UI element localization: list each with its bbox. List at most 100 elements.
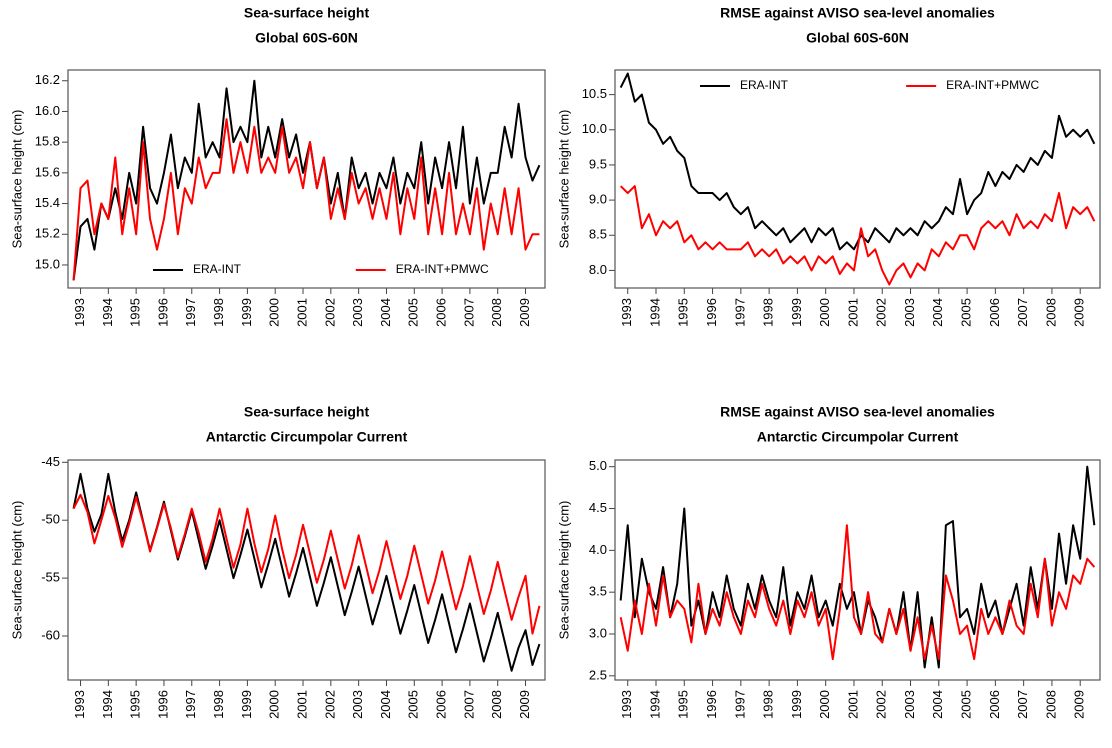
y-axis-label: Sea-surface height (cm) bbox=[9, 110, 24, 249]
x-tick-label: 2006 bbox=[987, 690, 1002, 719]
x-tick-label: 2000 bbox=[267, 690, 282, 719]
y-tick-label: 8.5 bbox=[589, 227, 607, 242]
chart-subtitle: Antarctic Circumpolar Current bbox=[757, 429, 959, 445]
x-tick-label: 1996 bbox=[704, 298, 719, 327]
x-tick-label: 1997 bbox=[183, 690, 198, 719]
x-tick-label: 2002 bbox=[874, 690, 889, 719]
legend-label: ERA-INT+PMWC bbox=[396, 262, 489, 276]
x-tick-label: 2001 bbox=[845, 298, 860, 327]
y-tick-label: -50 bbox=[41, 512, 60, 527]
x-tick-label: 2003 bbox=[902, 690, 917, 719]
plot-box bbox=[614, 459, 1101, 681]
x-tick-label: 1995 bbox=[676, 298, 691, 327]
x-tick-label: 1994 bbox=[647, 690, 662, 719]
y-tick-label: 15.2 bbox=[35, 226, 60, 241]
y-tick-label: 16.0 bbox=[35, 103, 60, 118]
y-tick-label: 16.2 bbox=[35, 72, 60, 87]
legend-label: ERA-INT bbox=[740, 78, 789, 92]
x-tick-label: 2007 bbox=[1015, 298, 1030, 327]
data-line bbox=[72, 493, 541, 635]
y-tick-label: 9.0 bbox=[589, 192, 607, 207]
x-tick-label: 1999 bbox=[239, 298, 254, 327]
chart-subtitle: Global 60S-60N bbox=[806, 30, 909, 46]
data-line bbox=[619, 524, 1096, 661]
x-tick-label: 2000 bbox=[817, 690, 832, 719]
x-tick-label: 2003 bbox=[350, 690, 365, 719]
x-tick-label: 1997 bbox=[183, 298, 198, 327]
x-tick-label: 2008 bbox=[1043, 298, 1058, 327]
x-tick-label: 2004 bbox=[930, 690, 945, 719]
x-tick-label: 2009 bbox=[1072, 690, 1087, 719]
x-tick-label: 1998 bbox=[761, 690, 776, 719]
chart-subtitle: Antarctic Circumpolar Current bbox=[206, 429, 408, 445]
y-tick-label: 3.5 bbox=[589, 584, 607, 599]
x-tick-label: 1995 bbox=[128, 690, 143, 719]
x-tick-label: 1999 bbox=[789, 298, 804, 327]
x-tick-label: 2008 bbox=[1043, 690, 1058, 719]
x-tick-label: 2009 bbox=[517, 298, 532, 327]
x-tick-label: 1996 bbox=[704, 690, 719, 719]
legend-label: ERA-INT bbox=[193, 262, 242, 276]
x-tick-label: 1997 bbox=[732, 298, 747, 327]
x-tick-label: 2005 bbox=[406, 690, 421, 719]
x-tick-label: 1997 bbox=[732, 690, 747, 719]
x-tick-label: 2007 bbox=[1015, 690, 1030, 719]
x-tick-label: 2007 bbox=[461, 298, 476, 327]
y-tick-label: 8.0 bbox=[589, 262, 607, 277]
x-tick-label: 2001 bbox=[294, 690, 309, 719]
x-tick-label: 2006 bbox=[434, 690, 449, 719]
data-line bbox=[619, 72, 1096, 251]
x-tick-label: 1995 bbox=[676, 690, 691, 719]
x-tick-label: 2004 bbox=[378, 298, 393, 327]
data-line bbox=[619, 185, 1096, 286]
x-tick-label: 2004 bbox=[378, 690, 393, 719]
x-tick-label: 2000 bbox=[267, 298, 282, 327]
x-tick-label: 2008 bbox=[489, 298, 504, 327]
chart-title: Sea-surface height bbox=[244, 5, 370, 21]
x-tick-label: 2007 bbox=[461, 690, 476, 719]
x-tick-label: 2005 bbox=[959, 298, 974, 327]
chart-title: RMSE against AVISO sea-level anomalies bbox=[720, 404, 995, 420]
y-tick-label: 15.6 bbox=[35, 164, 60, 179]
x-tick-label: 2002 bbox=[322, 690, 337, 719]
chart-title: Sea-surface height bbox=[244, 404, 370, 420]
legend-label: ERA-INT+PMWC bbox=[946, 78, 1039, 92]
y-tick-label: 15.8 bbox=[35, 134, 60, 149]
x-tick-label: 2006 bbox=[434, 298, 449, 327]
y-tick-label: 10.5 bbox=[582, 86, 607, 101]
x-tick-label: 1996 bbox=[155, 298, 170, 327]
x-tick-label: 2005 bbox=[959, 690, 974, 719]
y-tick-label: 9.5 bbox=[589, 156, 607, 171]
data-line bbox=[72, 79, 541, 281]
y-tick-label: 2.5 bbox=[589, 667, 607, 682]
x-tick-label: 2005 bbox=[406, 298, 421, 327]
x-tick-label: 1994 bbox=[100, 690, 115, 719]
y-tick-label: -60 bbox=[41, 627, 60, 642]
y-axis-label: Sea-surface height (cm) bbox=[9, 501, 24, 640]
x-tick-label: 1999 bbox=[239, 690, 254, 719]
chart-title: RMSE against AVISO sea-level anomalies bbox=[720, 5, 995, 21]
y-tick-label: 15.4 bbox=[35, 195, 60, 210]
x-tick-label: 2002 bbox=[874, 298, 889, 327]
y-tick-label: -55 bbox=[41, 570, 60, 585]
y-tick-label: 15.0 bbox=[35, 256, 60, 271]
x-tick-label: 1999 bbox=[789, 690, 804, 719]
x-tick-label: 1998 bbox=[211, 298, 226, 327]
x-tick-label: 1994 bbox=[100, 298, 115, 327]
x-tick-label: 2006 bbox=[987, 298, 1002, 327]
x-tick-label: 2001 bbox=[845, 690, 860, 719]
x-tick-label: 2003 bbox=[902, 298, 917, 327]
y-tick-label: 10.0 bbox=[582, 121, 607, 136]
y-tick-label: -45 bbox=[41, 454, 60, 469]
y-tick-label: 4.5 bbox=[589, 500, 607, 515]
y-tick-label: 4.0 bbox=[589, 542, 607, 557]
plot-box bbox=[614, 69, 1101, 289]
x-tick-label: 1995 bbox=[128, 298, 143, 327]
x-tick-label: 2004 bbox=[930, 298, 945, 327]
x-tick-label: 2002 bbox=[322, 298, 337, 327]
x-tick-label: 1993 bbox=[619, 690, 634, 719]
data-line bbox=[72, 118, 540, 281]
data-line bbox=[619, 465, 1096, 669]
x-tick-label: 1996 bbox=[155, 690, 170, 719]
